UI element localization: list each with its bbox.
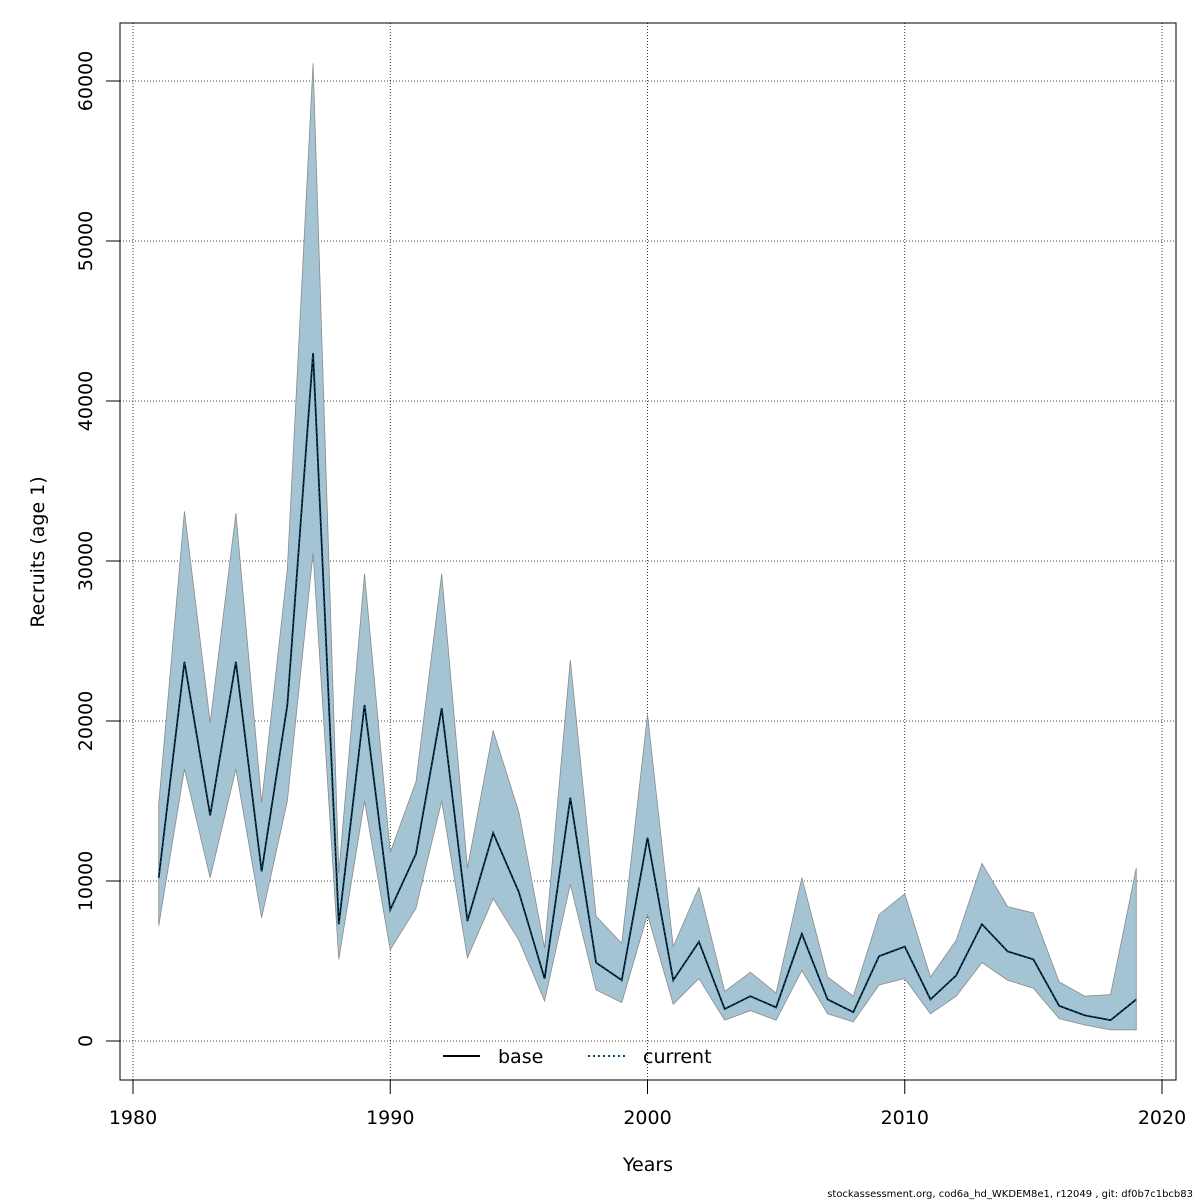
y-tick-label: 60000	[75, 51, 97, 111]
y-tick-label: 50000	[75, 211, 97, 271]
y-tick-label: 40000	[75, 371, 97, 431]
legend: base current	[443, 1046, 712, 1068]
y-tick-label: 10000	[75, 851, 97, 911]
x-tick-label: 1980	[109, 1107, 157, 1129]
y-axis-title: Recruits (age 1)	[27, 476, 49, 627]
x-tick-label: 2010	[881, 1107, 929, 1129]
x-tick-label: 2000	[623, 1107, 671, 1129]
x-tick-label: 1990	[366, 1107, 414, 1129]
x-tick-label: 2020	[1138, 1107, 1186, 1129]
y-axis: 0 10000 20000 30000 40000 50000 60000	[75, 51, 121, 1047]
legend-label-current: current	[643, 1046, 712, 1068]
legend-label-base: base	[498, 1046, 543, 1068]
y-tick-label: 0	[75, 1035, 97, 1047]
confidence-band	[158, 63, 1137, 1031]
footer-credit: stockassessment.org, cod6a_hd_WKDEM8e1, …	[827, 1189, 1193, 1200]
x-axis: 1980 1990 2000 2010 2020	[109, 1079, 1186, 1129]
y-tick-label: 30000	[75, 531, 97, 591]
series-line-current	[157, 352, 1137, 1022]
series-lines	[157, 352, 1137, 1022]
y-tick-label: 20000	[75, 691, 97, 751]
x-axis-title: Years	[622, 1154, 673, 1176]
